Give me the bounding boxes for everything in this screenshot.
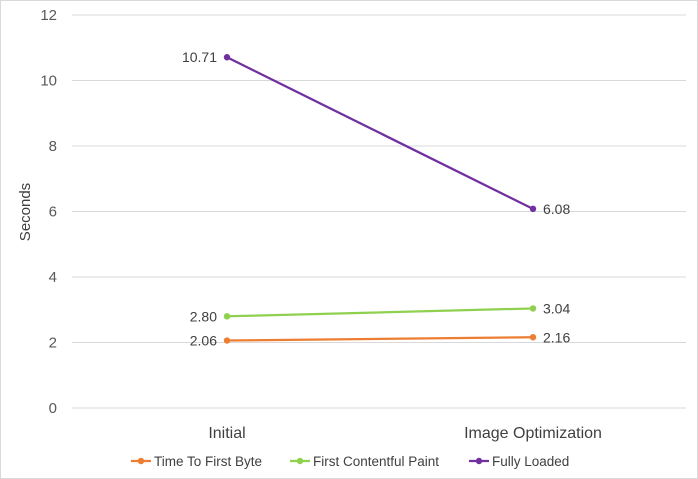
y-tick-label: 0: [49, 400, 57, 417]
data-point: [529, 205, 537, 213]
x-category-label: Initial: [208, 425, 245, 442]
legend-item: Time To First Byte: [131, 454, 262, 469]
y-tick-label: 4: [49, 269, 57, 286]
y-tick-label: 2: [49, 335, 57, 352]
data-point: [529, 305, 537, 312]
legend: Time To First Byte First Contentful Paint…: [131, 454, 569, 469]
y-axis-label: Seconds: [17, 183, 34, 241]
data-point: [529, 334, 537, 341]
data-label: 10.71: [182, 49, 217, 65]
legend-item: Fully Loaded: [469, 454, 569, 469]
series-line: [226, 336, 534, 342]
gridlines: [72, 14, 686, 409]
legend-swatch-marker: [296, 457, 304, 465]
data-label: 3.04: [543, 300, 570, 316]
legend-label: First Contentful Paint: [313, 454, 439, 469]
legend-swatch-marker: [137, 457, 145, 465]
x-category-label: Image Optimization: [464, 425, 602, 442]
data-label: 2.06: [190, 333, 217, 349]
series-line: [226, 56, 534, 210]
data-labels: 2.06 2.16 2.80 3.04 10.71 6.08: [182, 49, 571, 348]
data-label: 2.80: [190, 308, 217, 324]
data-label: 6.08: [543, 201, 570, 217]
series-lines: [223, 54, 537, 344]
data-point: [223, 337, 231, 344]
y-tick-label: 10: [40, 73, 57, 90]
y-axis-ticks: 0 2 4 6 8 10 12: [40, 7, 57, 417]
data-point: [223, 54, 231, 61]
legend-item: First Contentful Paint: [290, 454, 439, 469]
legend-swatch-marker: [475, 457, 483, 465]
data-label: 2.16: [543, 329, 570, 345]
y-tick-label: 6: [49, 204, 57, 221]
x-axis-categories: Initial Image Optimization: [208, 425, 602, 442]
y-tick-label: 12: [40, 7, 57, 24]
legend-label: Fully Loaded: [492, 454, 569, 469]
data-point: [223, 313, 231, 320]
series-line: [226, 307, 534, 318]
y-tick-label: 8: [49, 138, 57, 155]
legend-label: Time To First Byte: [154, 454, 262, 469]
